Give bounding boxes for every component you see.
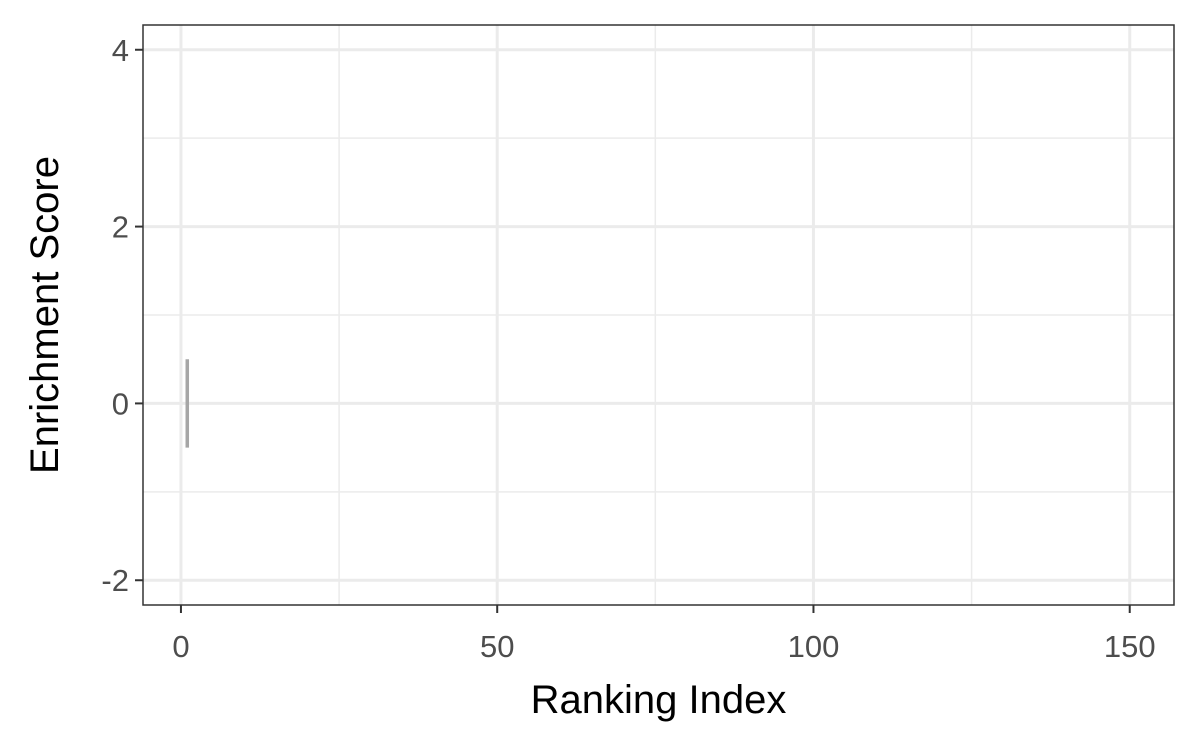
y-axis-title: Enrichment Score <box>23 156 67 474</box>
x-tick-label: 50 <box>480 629 514 664</box>
x-axis: 0 50 100 150 <box>172 605 1156 664</box>
x-tick-label: 150 <box>1104 629 1156 664</box>
x-tick-label: 100 <box>788 629 840 664</box>
x-tick-label: 0 <box>172 629 189 664</box>
y-tick-label: 2 <box>112 210 129 245</box>
major-gridlines <box>143 25 1174 605</box>
y-axis: -2 0 2 4 <box>101 33 143 598</box>
y-tick-label: -2 <box>101 563 129 598</box>
minor-gridlines <box>143 25 1174 605</box>
y-tick-label: 0 <box>112 386 129 421</box>
x-axis-title: Ranking Index <box>531 678 787 722</box>
panel-border <box>142 24 1175 606</box>
y-tick-label: 4 <box>112 33 129 68</box>
